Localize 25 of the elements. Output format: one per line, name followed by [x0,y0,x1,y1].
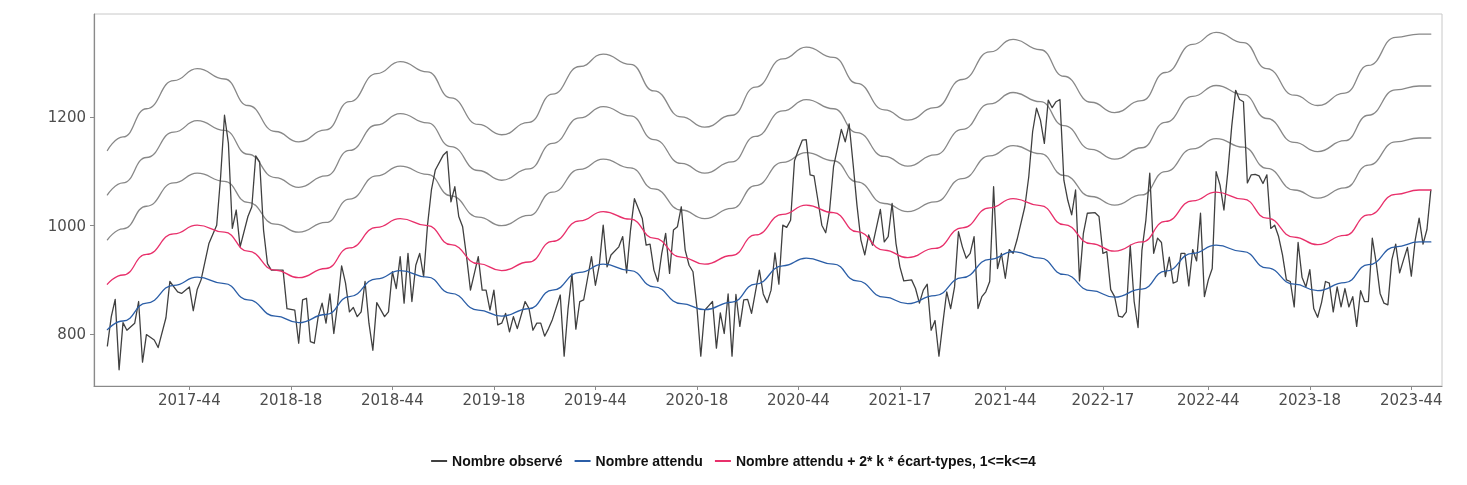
line-series [106,89,1432,371]
line-series [106,84,1432,196]
x-tick-label: 2021-17 [868,390,932,409]
line-series [106,189,1432,285]
line-series [106,241,1432,331]
legend-label: Nombre observé [452,453,563,469]
x-tick-label: 2020-44 [767,390,830,409]
y-tick-label: 1000 [47,216,86,235]
x-tick-label: 2023-44 [1379,390,1443,409]
x-tick-label: 2018-44 [361,390,424,409]
line-series [106,137,1432,241]
x-tick-label: 2018-18 [259,390,323,409]
line-series [106,31,1432,152]
x-tick-label: 2020-18 [665,390,729,409]
legend-label: Nombre attendu [595,453,703,469]
x-tick-label: 2017-44 [158,390,221,409]
x-tick-label: 2022-44 [1176,390,1240,409]
x-tick-label: 2022-17 [1071,390,1135,409]
y-tick-label: 800 [57,325,86,344]
legend-label: Nombre attendu + 2* k * écart-types, 1<=k<=4 [735,453,1037,469]
x-tick-label: 2023-18 [1278,390,1342,409]
x-tick-label: 2019-44 [564,390,627,409]
x-tick-label: 2021-44 [973,390,1037,409]
y-tick-label: 1200 [47,108,86,127]
x-tick-label: 2019-18 [462,390,526,409]
